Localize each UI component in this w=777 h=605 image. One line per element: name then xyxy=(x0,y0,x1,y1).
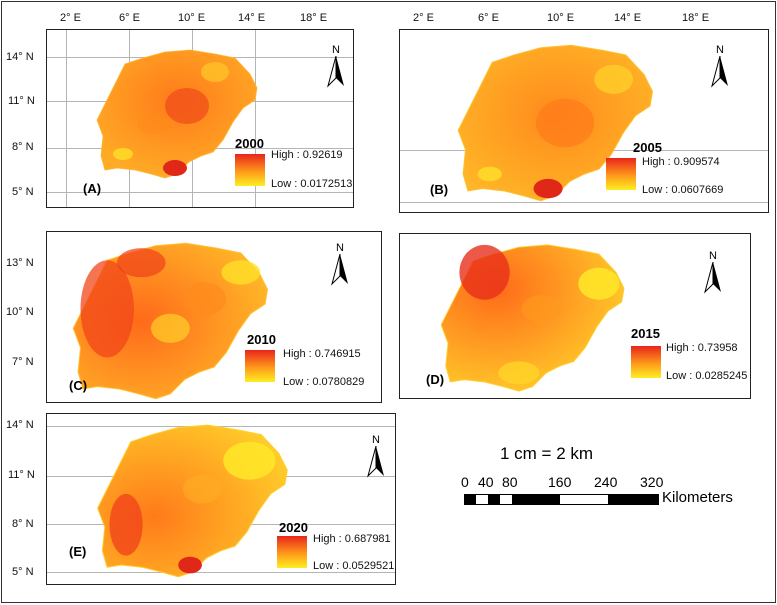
lat-label: 14° N xyxy=(6,51,34,63)
panel-c: 2010 High : 0.746915 Low : 0.0780829 (C)… xyxy=(46,231,382,403)
lat-label: 11° N xyxy=(8,95,35,107)
legend-low-d: Low : 0.0285245 xyxy=(666,370,748,382)
lat-label: 10° N xyxy=(6,306,34,318)
nigeria-map-d xyxy=(440,244,625,392)
nigeria-map-c xyxy=(72,242,269,400)
legend-year-a: 2000 xyxy=(235,136,264,151)
lon-label: 6° E xyxy=(478,12,499,24)
scale-bar xyxy=(464,494,659,505)
lon-label: 18° E xyxy=(682,12,710,24)
nigeria-map-e xyxy=(96,424,288,578)
nigeria-map-b xyxy=(457,44,654,202)
north-arrow-c: N xyxy=(329,242,351,286)
panel-label-a: (A) xyxy=(83,181,102,196)
scale-tick: 40 xyxy=(478,474,494,490)
panel-label-d: (D) xyxy=(426,372,445,387)
north-arrow-icon xyxy=(704,262,721,294)
panel-b: 2005 High : 0.909574 Low : 0.0607669 (B)… xyxy=(399,29,769,213)
lat-label: 5° N xyxy=(12,186,34,198)
panel-d: 2015 High : 0.73958 Low : 0.0285245 (D) … xyxy=(399,233,751,399)
lat-label: 13° N xyxy=(6,257,34,269)
lat-label: 8° N xyxy=(12,141,34,153)
north-label: N xyxy=(716,44,724,56)
scale-tick: 160 xyxy=(548,474,572,490)
north-arrow-e: N xyxy=(365,434,387,478)
north-arrow-icon xyxy=(331,254,348,286)
north-arrow-icon xyxy=(711,56,728,88)
legend-year-e: 2020 xyxy=(279,520,308,535)
north-arrow-icon xyxy=(367,446,384,478)
lon-label: 6° E xyxy=(119,12,140,24)
legend-year-c: 2010 xyxy=(247,332,276,347)
lat-label: 5° N xyxy=(12,566,34,578)
legend-high-e: High : 0.687981 xyxy=(313,533,391,545)
legend-year-d: 2015 xyxy=(631,326,660,341)
lat-label: 14° N xyxy=(6,419,34,431)
lon-label: 14° E xyxy=(614,12,642,24)
scale-tick: 320 xyxy=(640,474,664,490)
scale-tick: 240 xyxy=(594,474,618,490)
lat-label: 7° N xyxy=(12,356,34,368)
north-arrow-icon xyxy=(327,56,344,88)
legend-ramp-b xyxy=(606,158,636,190)
north-label: N xyxy=(372,434,380,446)
panel-label-e: (E) xyxy=(69,544,87,559)
scale-title: 1 cm = 2 km xyxy=(500,444,594,463)
panel-e: 2020 High : 0.687981 Low : 0.0529521 (E)… xyxy=(46,413,396,585)
north-label: N xyxy=(332,44,340,56)
scale-tick: 0 xyxy=(461,474,469,490)
legend-low-b: Low : 0.0607669 xyxy=(642,184,724,196)
north-label: N xyxy=(709,250,717,262)
legend-high-c: High : 0.746915 xyxy=(283,348,361,360)
lat-label: 11° N xyxy=(8,469,35,481)
lon-label: 18° E xyxy=(300,12,328,24)
lon-label: 10° E xyxy=(178,12,206,24)
legend-low-c: Low : 0.0780829 xyxy=(283,376,365,388)
nigeria-map-a xyxy=(96,49,258,179)
north-arrow-d: N xyxy=(702,250,724,294)
north-arrow-b: N xyxy=(709,44,731,88)
panel-label-c: (C) xyxy=(69,378,88,393)
lon-label: 10° E xyxy=(547,12,575,24)
legend-year-b: 2005 xyxy=(633,140,662,155)
lon-label: 2° E xyxy=(413,12,434,24)
legend-high-d: High : 0.73958 xyxy=(666,342,738,354)
legend-ramp-e xyxy=(277,536,307,568)
legend-high-a: High : 0.92619 xyxy=(271,149,343,161)
lon-label: 2° E xyxy=(60,12,81,24)
legend-ramp-c xyxy=(245,350,275,382)
legend-ramp-d xyxy=(631,346,661,378)
north-label: N xyxy=(336,242,344,254)
panel-label-b: (B) xyxy=(430,182,449,197)
scale-unit: Kilometers xyxy=(662,489,733,506)
legend-low-a: Low : 0.0172513 xyxy=(271,178,353,190)
lat-label: 8° N xyxy=(12,518,34,530)
legend-high-b: High : 0.909574 xyxy=(642,156,720,168)
legend-ramp-a xyxy=(235,154,265,186)
lon-label: 14° E xyxy=(238,12,266,24)
panel-a: (A) 2000 High : 0.92619 Low : 0.0172513 … xyxy=(46,29,354,208)
legend-low-e: Low : 0.0529521 xyxy=(313,560,395,572)
scale-tick: 80 xyxy=(502,474,518,490)
north-arrow-a: N xyxy=(325,44,347,88)
